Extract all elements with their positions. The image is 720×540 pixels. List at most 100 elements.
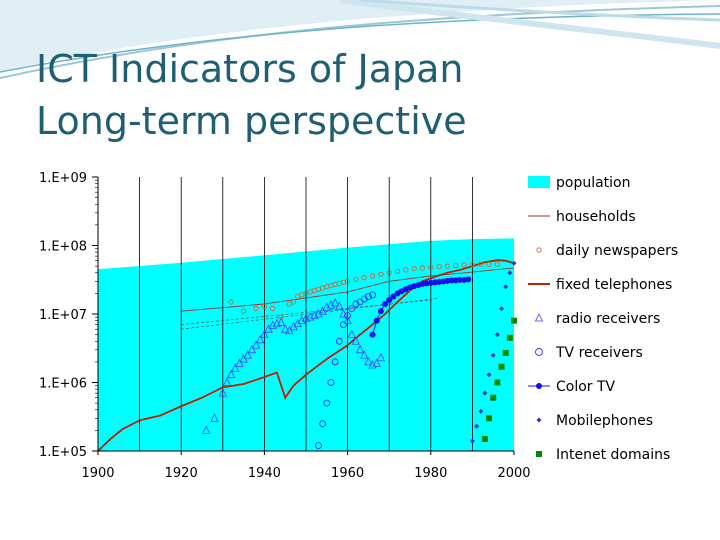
axes: 1.E+09 1.E+08 1.E+07 1.E+06 1.E+05 1900 1920 19… xyxy=(39,171,531,481)
tv-receivers-point xyxy=(315,442,322,450)
legend-swatch-population xyxy=(528,176,550,188)
intenet-domains-point xyxy=(498,363,505,370)
x-tick-label: 2000 xyxy=(497,466,530,481)
radio-receivers-point xyxy=(251,340,261,349)
legend-marker-mobilephones xyxy=(536,417,542,423)
intenet-domains-point xyxy=(486,415,493,422)
intenet-domains-point xyxy=(481,435,488,442)
daily-newspapers-point xyxy=(361,274,367,281)
mobilephones-point xyxy=(499,306,505,312)
daily-newspapers-point xyxy=(253,305,259,312)
mobilephones-point xyxy=(478,408,484,414)
tv-receivers-point xyxy=(331,358,339,366)
intenet-domains-point xyxy=(490,394,497,401)
legend-marker-radio-receivers xyxy=(534,313,544,322)
mobilephones-point xyxy=(494,332,500,338)
color-tv-point xyxy=(390,293,397,300)
x-tick-label: 1900 xyxy=(81,466,114,481)
x-tick-label: 1920 xyxy=(165,466,198,481)
x-tick-label: 1980 xyxy=(414,466,447,481)
radio-receivers-point xyxy=(372,358,381,367)
fixed-telephones-line xyxy=(97,259,515,452)
color-tv-point xyxy=(456,276,463,283)
y-tick-label: 1.E+09 xyxy=(39,171,87,186)
legend-label-daily-newspapers: daily newspapers xyxy=(556,243,678,259)
radio-receivers-point xyxy=(355,344,365,354)
daily-newspapers-point xyxy=(378,271,384,277)
radio-receivers-point xyxy=(243,350,252,359)
radio-receivers-point xyxy=(210,413,219,422)
daily-newspapers-point xyxy=(290,299,297,305)
legend-label-radio-receivers: radio receivers xyxy=(556,311,660,327)
daily-newspapers-point xyxy=(411,265,417,272)
intenet-domains-point xyxy=(511,317,517,324)
y-tick-label: 1.E+05 xyxy=(39,445,87,460)
radio-receivers-point xyxy=(231,363,240,372)
x-tick-label: 1960 xyxy=(331,466,364,481)
radio-receivers-point xyxy=(289,321,298,331)
daily-newspapers-point xyxy=(344,278,351,284)
daily-newspapers-point xyxy=(461,262,467,268)
daily-newspapers-point xyxy=(403,267,409,273)
radio-receivers-point xyxy=(256,334,265,344)
daily-newspapers-point xyxy=(386,270,392,276)
radio-receivers-point xyxy=(260,329,269,339)
mobilephones-point xyxy=(503,284,509,290)
daily-newspapers-point xyxy=(369,273,376,279)
tv-receivers-point xyxy=(369,291,377,299)
color-tv-point xyxy=(377,308,384,315)
daily-newspapers-point xyxy=(419,265,426,271)
tv-receivers-point xyxy=(319,420,327,428)
tv-receivers-point xyxy=(352,300,360,308)
radio-receivers-point xyxy=(364,356,373,366)
daily-newspapers-point xyxy=(428,264,434,270)
legend-label-fixed-telephones: fixed telephones xyxy=(556,277,672,293)
gridlines xyxy=(139,177,473,451)
daily-newspapers-point xyxy=(240,308,247,314)
daily-newspapers-point xyxy=(286,301,293,307)
color-tv-point xyxy=(448,277,455,284)
y-tick-label: 1.E+07 xyxy=(39,308,87,323)
radio-receivers-point xyxy=(285,325,294,335)
daily-newspapers-point xyxy=(478,261,484,268)
intenet-domains-point xyxy=(506,334,513,341)
radio-receivers-point xyxy=(360,350,369,359)
legend: population households daily newspapers fixe… xyxy=(528,175,678,463)
daily-newspapers-point xyxy=(486,261,492,268)
tv-receivers-point xyxy=(364,293,372,300)
tv-receivers-point xyxy=(344,312,352,319)
radio-receivers-point xyxy=(226,369,236,379)
color-tv-point xyxy=(382,300,389,307)
mobilephones-point xyxy=(474,423,480,429)
mobilephones-point xyxy=(482,390,488,396)
daily-newspapers-point xyxy=(444,263,451,269)
color-tv-point xyxy=(369,331,376,338)
color-tv-point xyxy=(465,276,472,283)
radio-receivers-point xyxy=(322,302,331,311)
radio-receivers-point xyxy=(218,388,227,397)
daily-newspapers-point xyxy=(261,303,268,309)
tv-receivers-point xyxy=(335,337,343,345)
radio-receivers-point xyxy=(335,301,344,310)
mobilephones-point xyxy=(469,438,475,444)
y-tick-label: 1.E+08 xyxy=(39,240,87,255)
slide-title-line-2: Long-term perspective xyxy=(36,99,467,143)
legend-marker-daily-newspapers xyxy=(536,247,542,253)
series-markers xyxy=(202,260,517,450)
mobilephones-point xyxy=(511,260,517,266)
tv-receivers-point xyxy=(327,379,335,386)
y-tick-label: 1.E+06 xyxy=(39,377,87,392)
mobilephones-point xyxy=(490,352,496,358)
radio-receivers-point xyxy=(281,324,290,333)
radio-receivers-point xyxy=(235,358,244,367)
legend-marker-color-tv xyxy=(536,383,542,389)
tv-receivers-point xyxy=(339,321,347,329)
radio-receivers-point xyxy=(351,336,361,345)
legend-label-population: population xyxy=(556,175,631,191)
tv-receivers-point xyxy=(323,399,331,407)
radio-receivers-point xyxy=(376,352,386,362)
intenet-domains-point xyxy=(502,349,509,356)
reference-line xyxy=(181,299,431,325)
